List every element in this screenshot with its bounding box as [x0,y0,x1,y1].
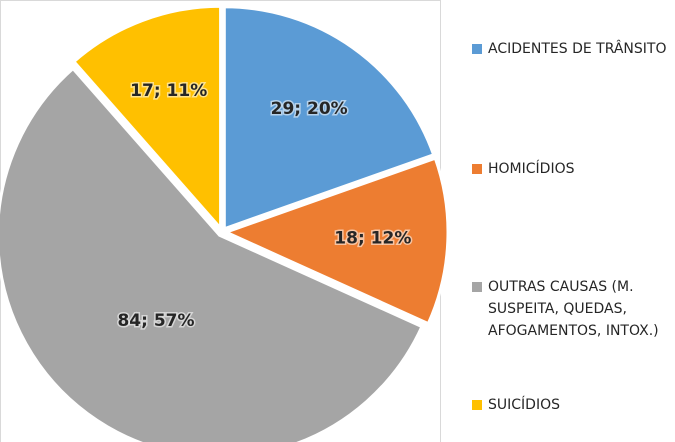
data-label: 84; 57% [117,311,194,331]
legend-item: HOMICÍDIOS [472,158,672,180]
legend-label: OUTRAS CAUSAS (M. SUSPEITA, QUEDAS, AFOG… [488,279,659,339]
legend-label: ACIDENTES DE TRÂNSITO [488,41,667,57]
data-label: 17; 11% [130,81,207,101]
legend-swatch [472,164,482,174]
legend-swatch [472,400,482,410]
legend-item: OUTRAS CAUSAS (M. SUSPEITA, QUEDAS, AFOG… [472,276,672,342]
legend-item: ACIDENTES DE TRÂNSITO [472,38,672,60]
legend-label: SUICÍDIOS [488,397,560,413]
legend-swatch [472,282,482,292]
legend-swatch [472,44,482,54]
pie-slice [71,4,223,233]
data-label: 29; 20% [271,99,348,119]
legend-label: HOMICÍDIOS [488,161,575,177]
pie-slice [0,66,424,442]
legend-item: SUICÍDIOS [472,394,672,416]
data-label: 18; 12% [334,228,411,248]
pie-slice [221,156,450,326]
pie-slice [222,5,436,231]
